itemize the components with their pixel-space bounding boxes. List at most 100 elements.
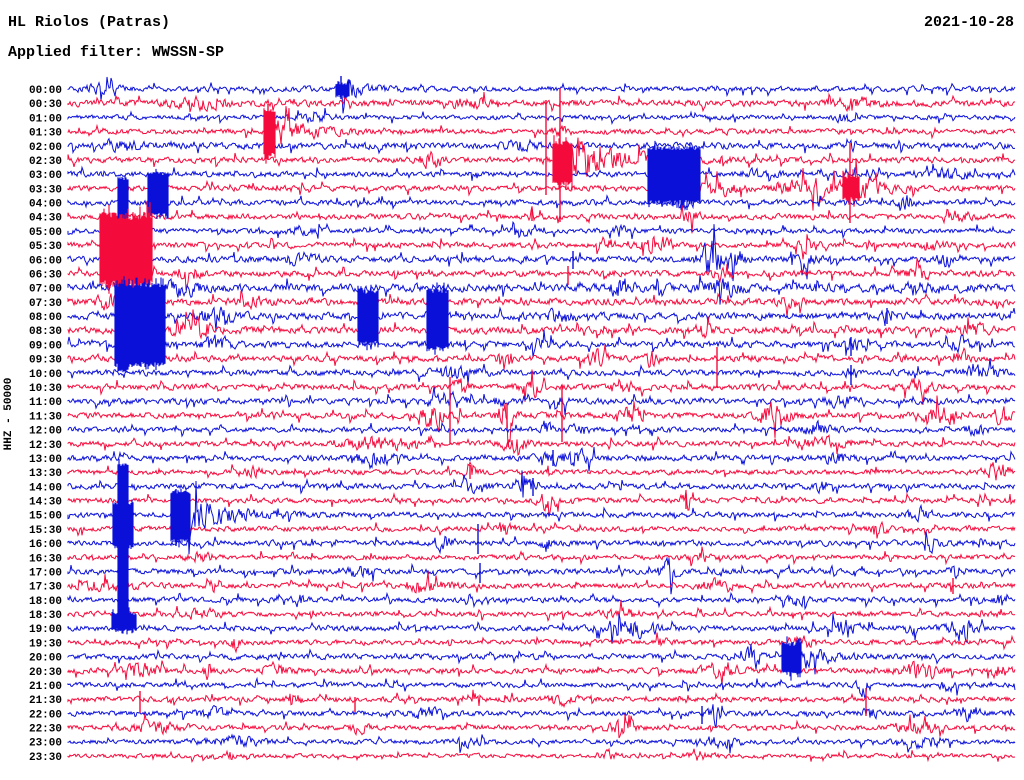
time-label-13:30: 13:30 bbox=[29, 468, 62, 480]
time-label-13:00: 13:00 bbox=[29, 454, 62, 466]
trace-row-13:00 bbox=[67, 447, 1016, 472]
time-label-17:00: 17:00 bbox=[29, 568, 62, 580]
station-title: HL Riolos (Patras) bbox=[8, 14, 171, 31]
time-label-18:30: 18:30 bbox=[29, 610, 62, 622]
time-label-09:00: 09:00 bbox=[29, 340, 62, 352]
time-label-14:00: 14:00 bbox=[29, 482, 62, 494]
trace-row-17:30 bbox=[67, 571, 1016, 595]
clipped-event-block-1 bbox=[147, 168, 169, 220]
time-label-00:00: 00:00 bbox=[29, 85, 62, 97]
clipped-event-block-10 bbox=[170, 488, 191, 548]
time-label-23:00: 23:00 bbox=[29, 738, 62, 750]
trace-row-22:30 bbox=[67, 713, 1016, 739]
trace-row-06:30 bbox=[67, 257, 1016, 290]
time-label-21:30: 21:30 bbox=[29, 695, 62, 707]
trace-row-18:30 bbox=[67, 599, 1016, 623]
time-label-11:30: 11:30 bbox=[29, 411, 62, 423]
clipped-event-block-4 bbox=[114, 276, 166, 373]
trace-row-09:00 bbox=[67, 330, 1016, 358]
time-label-23:30: 23:30 bbox=[29, 752, 62, 764]
clipped-event-block-14 bbox=[781, 636, 802, 681]
trace-row-10:00 bbox=[67, 357, 1016, 385]
time-label-10:30: 10:30 bbox=[29, 383, 62, 395]
time-label-22:00: 22:00 bbox=[29, 709, 62, 721]
trace-row-20:00 bbox=[67, 644, 1016, 675]
time-label-15:00: 15:00 bbox=[29, 511, 62, 523]
clipped-event-block-12 bbox=[263, 108, 276, 164]
trace-row-09:30 bbox=[67, 344, 1016, 370]
clipped-event-block-5 bbox=[357, 284, 379, 351]
trace-row-11:30 bbox=[67, 395, 1016, 447]
trace-row-05:00 bbox=[67, 220, 1016, 239]
clipped-event-block-15 bbox=[335, 79, 350, 98]
time-label-01:30: 01:30 bbox=[29, 128, 62, 140]
clipped-event-block-3 bbox=[99, 201, 153, 298]
trace-row-13:30 bbox=[67, 461, 1016, 481]
trace-row-21:30 bbox=[67, 689, 1016, 708]
trace-row-04:30 bbox=[67, 204, 1016, 234]
time-label-21:00: 21:00 bbox=[29, 681, 62, 693]
time-label-16:30: 16:30 bbox=[29, 553, 62, 565]
time-label-22:30: 22:30 bbox=[29, 724, 62, 736]
trace-row-10:30 bbox=[67, 369, 1016, 405]
time-label-20:30: 20:30 bbox=[29, 667, 62, 679]
time-label-07:00: 07:00 bbox=[29, 284, 62, 296]
trace-row-22:00 bbox=[67, 704, 1016, 729]
time-label-10:00: 10:00 bbox=[29, 369, 62, 381]
trace-row-12:30 bbox=[67, 434, 1016, 457]
time-label-16:00: 16:00 bbox=[29, 539, 62, 551]
time-label-01:00: 01:00 bbox=[29, 113, 62, 125]
trace-row-00:00 bbox=[67, 76, 1016, 114]
time-label-04:00: 04:00 bbox=[29, 199, 62, 211]
time-label-12:00: 12:00 bbox=[29, 426, 62, 438]
trace-row-02:00 bbox=[67, 137, 1016, 155]
trace-row-23:00 bbox=[67, 733, 1016, 754]
trace-row-17:00 bbox=[67, 556, 1016, 595]
time-label-07:30: 07:30 bbox=[29, 298, 62, 310]
trace-row-07:00 bbox=[67, 275, 1016, 305]
clipped-event-block-11 bbox=[552, 135, 573, 192]
trace-row-01:00 bbox=[67, 108, 1016, 125]
time-label-03:00: 03:00 bbox=[29, 170, 62, 182]
time-label-08:00: 08:00 bbox=[29, 312, 62, 324]
time-label-05:00: 05:00 bbox=[29, 227, 62, 239]
trace-row-16:00 bbox=[67, 531, 1016, 555]
time-label-06:00: 06:00 bbox=[29, 255, 62, 267]
filter-label: Applied filter: WWSSN-SP bbox=[8, 44, 225, 61]
trace-row-08:00 bbox=[67, 306, 1016, 332]
trace-row-20:30 bbox=[67, 660, 1016, 686]
time-label-15:30: 15:30 bbox=[29, 525, 62, 537]
trace-row-11:00 bbox=[67, 386, 1016, 415]
time-label-14:30: 14:30 bbox=[29, 497, 62, 509]
time-label-19:30: 19:30 bbox=[29, 638, 62, 650]
clipped-event-block-9 bbox=[111, 607, 137, 634]
time-label-00:30: 00:30 bbox=[29, 99, 62, 111]
trace-row-08:30 bbox=[67, 309, 1016, 340]
trace-row-14:00 bbox=[67, 470, 1016, 498]
trace-row-01:30 bbox=[67, 106, 1016, 145]
time-label-02:30: 02:30 bbox=[29, 156, 62, 168]
time-label-08:30: 08:30 bbox=[29, 326, 62, 338]
trace-row-16:30 bbox=[67, 546, 1016, 567]
time-label-09:30: 09:30 bbox=[29, 355, 62, 367]
trace-row-15:30 bbox=[67, 520, 1016, 539]
time-label-12:30: 12:30 bbox=[29, 440, 62, 452]
trace-row-05:30 bbox=[67, 234, 1016, 260]
time-label-05:30: 05:30 bbox=[29, 241, 62, 253]
trace-row-19:00 bbox=[67, 613, 1016, 644]
trace-row-02:30 bbox=[67, 137, 1016, 177]
time-label-02:00: 02:00 bbox=[29, 142, 62, 154]
time-label-11:00: 11:00 bbox=[29, 397, 62, 409]
time-label-17:30: 17:30 bbox=[29, 582, 62, 594]
trace-row-12:00 bbox=[67, 419, 1016, 438]
time-label-06:30: 06:30 bbox=[29, 270, 62, 282]
time-label-18:00: 18:00 bbox=[29, 596, 62, 608]
trace-row-23:30 bbox=[67, 747, 1016, 764]
trace-row-03:30 bbox=[67, 158, 1016, 211]
clipped-event-block-6 bbox=[426, 282, 449, 355]
trace-row-06:00 bbox=[67, 224, 1016, 282]
trace-row-07:30 bbox=[67, 287, 1016, 317]
trace-row-15:00 bbox=[67, 480, 1016, 555]
